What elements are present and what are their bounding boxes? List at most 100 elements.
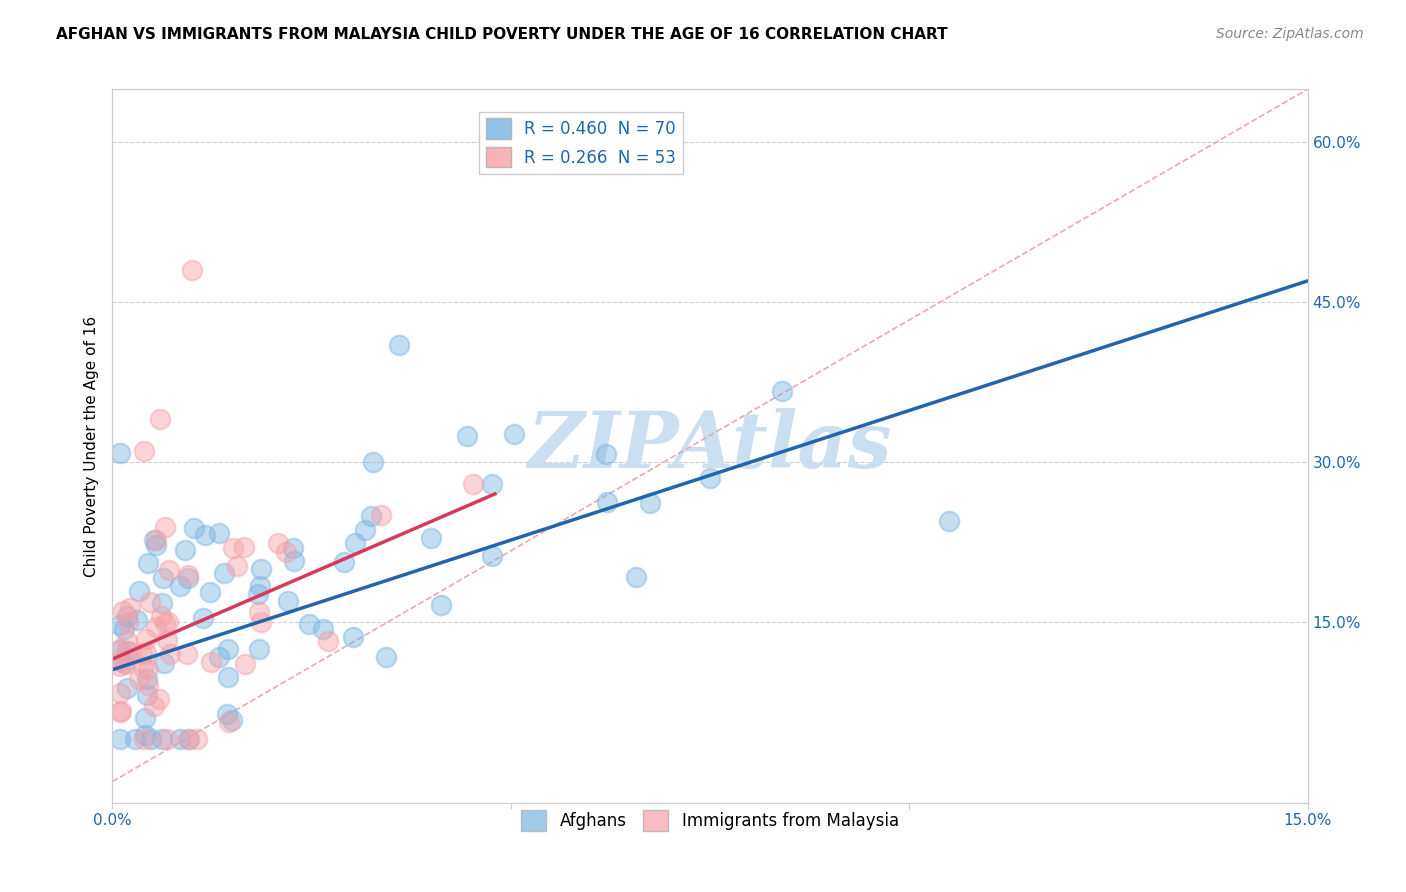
Point	[135, 646, 157, 660]
Point	[281, 541, 304, 556]
Point	[117, 615, 139, 630]
Point	[169, 579, 191, 593]
Point	[235, 657, 257, 671]
Point	[120, 600, 142, 615]
Point	[247, 642, 270, 657]
Text: AFGHAN VS IMMIGRANTS FROM MALAYSIA CHILD POVERTY UNDER THE AGE OF 16 CORRELATION: AFGHAN VS IMMIGRANTS FROM MALAYSIA CHILD…	[56, 27, 948, 42]
Point	[110, 686, 132, 700]
Point	[200, 655, 222, 669]
Point	[181, 263, 204, 277]
Point	[143, 533, 166, 548]
Point	[153, 519, 176, 533]
Point	[128, 673, 150, 687]
Point	[316, 634, 339, 648]
Point	[128, 584, 150, 599]
Point	[115, 633, 138, 648]
Point	[110, 704, 132, 718]
Point	[150, 731, 173, 746]
Point	[124, 731, 146, 746]
Point	[298, 617, 321, 632]
Point	[481, 477, 503, 491]
Point	[277, 594, 299, 608]
Point	[157, 563, 180, 577]
Point	[221, 541, 243, 556]
Point	[176, 648, 198, 662]
Point	[114, 657, 136, 671]
Point	[135, 688, 157, 702]
Point	[134, 728, 156, 742]
Point	[388, 338, 411, 352]
Point	[360, 508, 382, 523]
Point	[132, 659, 155, 673]
Legend: Afghans, Immigrants from Malaysia: Afghans, Immigrants from Malaysia	[515, 804, 905, 838]
Point	[110, 642, 132, 657]
Point	[145, 533, 167, 547]
Point	[217, 642, 239, 657]
Point	[208, 526, 231, 541]
Point	[214, 566, 236, 580]
Point	[177, 731, 200, 746]
Point	[246, 586, 269, 600]
Point	[194, 528, 217, 542]
Point	[112, 605, 135, 619]
Point	[145, 538, 167, 552]
Point	[134, 444, 156, 458]
Point	[429, 598, 451, 612]
Point	[120, 645, 142, 659]
Point	[156, 731, 179, 746]
Point	[481, 549, 503, 564]
Point	[135, 673, 157, 687]
Point	[596, 494, 619, 508]
Point	[361, 455, 384, 469]
Point	[112, 657, 135, 671]
Point	[191, 611, 214, 625]
Point	[456, 428, 478, 442]
Point	[131, 647, 153, 661]
Point	[115, 681, 138, 696]
Point	[208, 649, 231, 664]
Point	[136, 662, 159, 676]
Point	[183, 521, 205, 535]
Point	[115, 609, 138, 624]
Point	[152, 571, 174, 585]
Point	[150, 596, 173, 610]
Point	[112, 622, 135, 636]
Point	[332, 555, 354, 569]
Point	[354, 523, 377, 537]
Point	[250, 562, 273, 576]
Point	[145, 620, 167, 634]
Point	[110, 642, 132, 657]
Point	[110, 659, 132, 673]
Point	[150, 608, 173, 623]
Text: ZIPAtlas: ZIPAtlas	[527, 408, 893, 484]
Point	[938, 514, 960, 528]
Point	[132, 731, 155, 746]
Point	[110, 731, 132, 746]
Point	[595, 447, 617, 461]
Point	[218, 715, 240, 730]
Point	[249, 615, 271, 629]
Point	[638, 496, 661, 510]
Text: Source: ZipAtlas.com: Source: ZipAtlas.com	[1216, 27, 1364, 41]
Point	[173, 543, 195, 558]
Point	[110, 705, 132, 719]
Point	[153, 615, 176, 630]
Point	[274, 545, 297, 559]
Point	[115, 644, 138, 658]
Point	[110, 618, 132, 632]
Point	[135, 632, 157, 647]
Point	[127, 613, 149, 627]
Point	[139, 595, 162, 609]
Point	[110, 446, 132, 460]
Point	[143, 698, 166, 713]
Point	[344, 536, 367, 550]
Point	[134, 711, 156, 725]
Point	[110, 655, 132, 669]
Point	[177, 731, 200, 746]
Point	[138, 556, 160, 570]
Point	[153, 656, 176, 670]
Point	[463, 476, 485, 491]
Point	[312, 622, 335, 636]
Point	[699, 471, 721, 485]
Point	[186, 731, 208, 746]
